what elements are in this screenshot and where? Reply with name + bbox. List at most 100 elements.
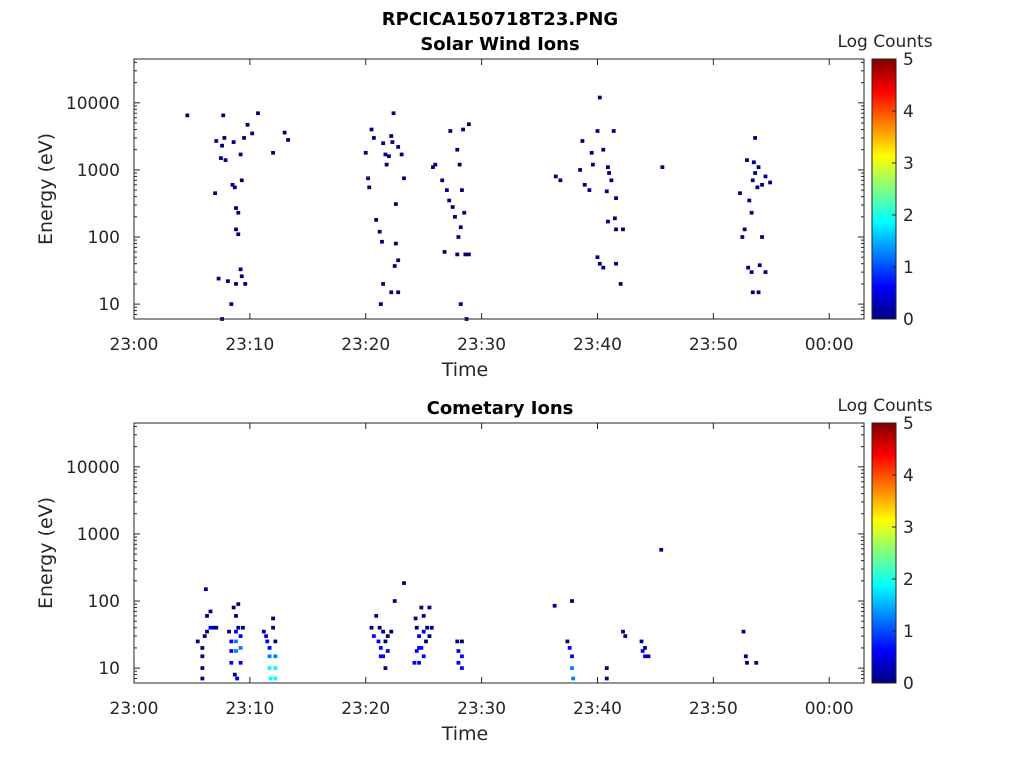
data-cell [456, 649, 461, 653]
data-cell [623, 634, 628, 638]
data-cell [214, 139, 219, 143]
data-cell [377, 229, 382, 234]
data-cell [460, 639, 464, 644]
x-tick-label: 23:10 [225, 335, 274, 355]
data-cell [750, 178, 755, 183]
data-cell [229, 639, 234, 644]
data-cell [755, 185, 760, 190]
data-cell [378, 654, 383, 659]
data-cell [229, 660, 234, 665]
data-cell [236, 602, 241, 606]
x-tick-label: 23:20 [341, 699, 390, 719]
colorbar-tick-label: 1 [903, 258, 914, 278]
data-cell [611, 129, 616, 133]
data-cell [238, 267, 243, 272]
data-cell [230, 182, 235, 187]
data-cell [743, 654, 748, 659]
data-cell [234, 206, 238, 210]
data-cell [580, 139, 585, 143]
data-cell [238, 634, 243, 638]
data-cell [267, 654, 272, 659]
data-cell [239, 274, 244, 279]
data-cell [234, 649, 238, 653]
data-cell [460, 654, 464, 659]
data-cell [264, 634, 268, 638]
colorbar-label: Log Counts [837, 32, 932, 52]
data-cell [740, 235, 745, 239]
data-cell [202, 634, 207, 638]
data-cell [273, 639, 278, 644]
data-cell [231, 605, 236, 610]
data-cell [396, 290, 401, 295]
data-cell [595, 129, 600, 133]
panel-title: Cometary Ions [427, 398, 574, 419]
data-cell [286, 138, 291, 142]
data-cell [208, 625, 213, 630]
data-cell [218, 156, 223, 160]
data-cell [458, 302, 463, 306]
data-cell [417, 646, 421, 650]
data-cell [363, 150, 368, 155]
data-cell [421, 629, 426, 634]
data-cell [745, 660, 749, 665]
x-tick-label: 23:00 [110, 699, 159, 719]
data-cell [390, 140, 395, 144]
data-cell [371, 136, 376, 140]
data-cell [381, 282, 386, 286]
data-cell [570, 654, 574, 659]
data-cell [389, 134, 394, 138]
data-cell [267, 646, 272, 650]
data-cell [271, 150, 275, 155]
data-cell [380, 239, 384, 244]
data-cell [238, 646, 243, 650]
data-cell [742, 227, 747, 232]
data-cell [763, 174, 768, 179]
data-cell [606, 219, 610, 224]
data-cell [273, 666, 278, 670]
data-cell [231, 140, 236, 144]
data-cell [383, 666, 388, 670]
data-cell [232, 672, 237, 677]
colorbar-label: Log Counts [837, 396, 932, 416]
panel-title: Solar Wind Ions [420, 34, 579, 55]
data-cell [229, 302, 234, 306]
data-cell [236, 210, 241, 215]
data-cell [746, 265, 751, 270]
data-cell [234, 629, 238, 634]
data-cell [383, 639, 388, 644]
data-cell [749, 270, 754, 274]
x-tick-label: 00:00 [805, 335, 854, 355]
data-cell [621, 227, 625, 232]
colorbar-tick-label: 2 [903, 570, 914, 590]
data-cell [597, 95, 602, 100]
data-cell [427, 605, 432, 610]
data-cell [609, 178, 614, 183]
data-cell [646, 654, 651, 659]
figure-suptitle: RPCICA150718T23.PNG [382, 9, 618, 30]
data-cell [235, 676, 240, 681]
data-cell [399, 152, 404, 157]
data-cell [601, 265, 606, 270]
colorbar-tick-label: 0 [903, 674, 914, 694]
data-cell [271, 625, 275, 630]
data-cell [417, 634, 421, 638]
data-cell [614, 227, 618, 232]
colorbar-tick-label: 4 [903, 102, 914, 122]
data-cell [552, 603, 557, 608]
x-tick-label: 23:40 [573, 335, 622, 355]
x-tick-label: 23:40 [573, 699, 622, 719]
data-cell [456, 235, 461, 239]
x-axis-label: Time [441, 359, 489, 381]
data-cell [377, 625, 382, 630]
data-cell [271, 616, 275, 621]
data-cell [243, 282, 248, 286]
data-cell [447, 198, 452, 203]
data-cell [369, 625, 374, 630]
data-cell [455, 147, 460, 152]
data-cell [376, 639, 381, 644]
data-cell [466, 122, 471, 127]
data-cell [265, 639, 270, 644]
plot-frame [133, 422, 865, 684]
data-cell [366, 176, 370, 181]
